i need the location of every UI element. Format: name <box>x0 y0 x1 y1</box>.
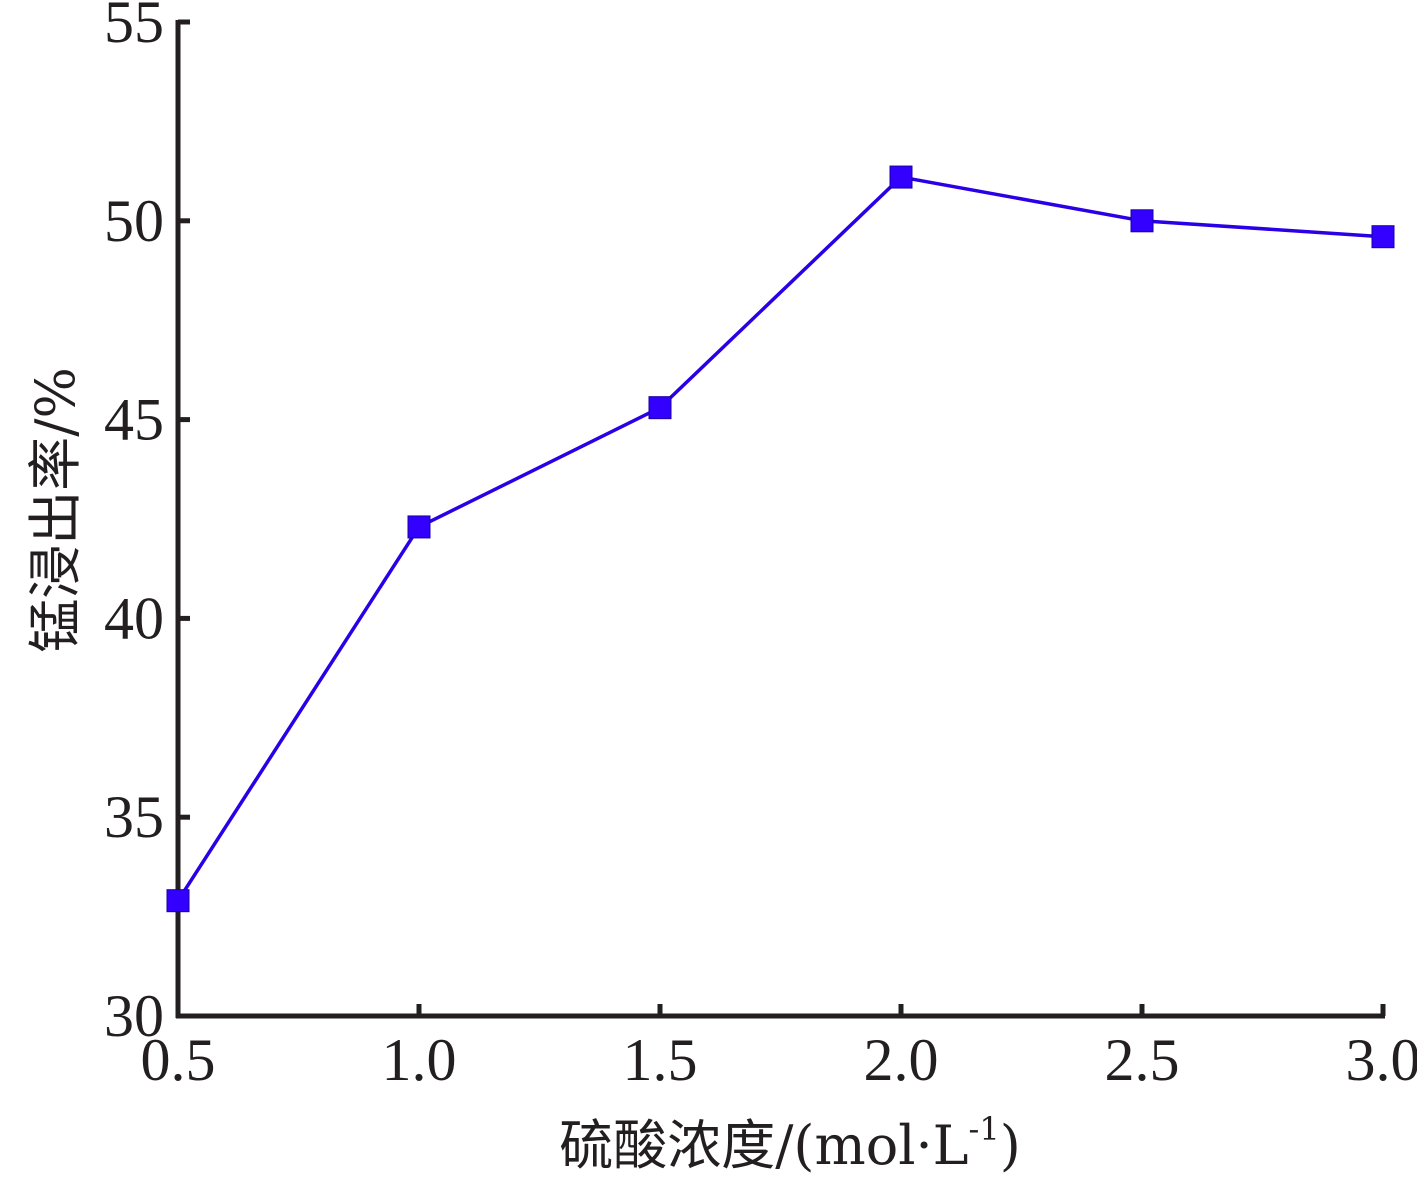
y-axis-title: 锰浸出率/% <box>24 367 87 653</box>
data-point-marker <box>166 889 190 913</box>
x-tick-label: 1.5 <box>623 1027 698 1093</box>
x-tick-label: 3.0 <box>1346 1027 1417 1093</box>
data-point-marker <box>1130 209 1154 233</box>
data-point-marker <box>648 396 672 420</box>
y-tick-label: 40 <box>104 585 164 651</box>
data-point-marker <box>407 515 431 539</box>
x-tick-label: 2.0 <box>864 1027 939 1093</box>
x-tick-label: 0.5 <box>141 1027 216 1093</box>
x-axis-title: 硫酸浓度/(mol·L-1) <box>559 1110 1021 1177</box>
x-axis-title-close: ) <box>1000 1114 1021 1177</box>
data-series <box>176 175 1384 902</box>
x-axis-title-main: 硫酸浓度/(mol·L <box>559 1114 968 1177</box>
x-tick-label: 2.5 <box>1105 1027 1180 1093</box>
y-tick-label: 45 <box>104 387 164 453</box>
data-point-marker <box>889 165 913 189</box>
ticks: 30 35 40 45 50 55 0.5 1.0 1.5 2.0 2.5 3.0 <box>104 0 1417 1093</box>
y-tick-label: 35 <box>104 784 164 850</box>
y-tick-label: 50 <box>104 188 164 254</box>
x-axis-title-superscript: -1 <box>969 1110 1000 1148</box>
x-tick-label: 1.0 <box>382 1027 457 1093</box>
axes <box>175 20 1385 1019</box>
data-markers <box>166 165 1395 913</box>
y-tick-label: 30 <box>104 983 164 1049</box>
y-tick-label: 55 <box>104 0 164 55</box>
data-point-marker <box>1371 225 1395 249</box>
series-line <box>176 175 1384 902</box>
